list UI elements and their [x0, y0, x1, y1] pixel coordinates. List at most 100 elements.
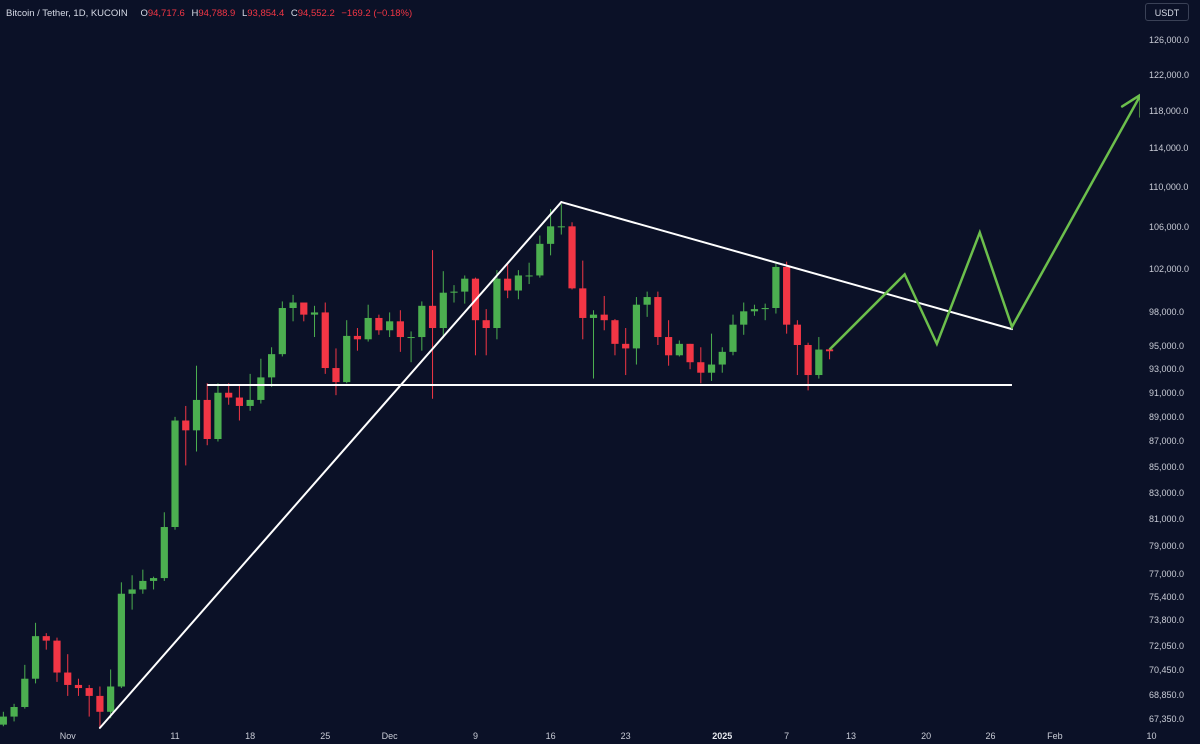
- candle-body: [546, 226, 555, 244]
- candle-body: [493, 278, 501, 329]
- chart-area[interactable]: [0, 0, 1140, 744]
- time-tick-label: 2025: [712, 731, 733, 741]
- candle-body: [611, 320, 619, 344]
- price-tick-label: 87,000.0: [1149, 436, 1185, 447]
- projection-path: [828, 94, 1140, 351]
- candle-body: [0, 716, 7, 725]
- open-value: 94,717.6: [147, 8, 185, 19]
- symbol-label: Bitcoin / Tether, 1D, KUCOIN: [6, 8, 128, 19]
- candle-body: [654, 297, 662, 338]
- time-tick-label: 7: [784, 731, 790, 741]
- candle-body: [225, 392, 233, 398]
- chart-legend: Bitcoin / Tether, 1D, KUCOIN O94,717.6 H…: [6, 8, 412, 19]
- candle-body: [85, 688, 93, 696]
- candle-body: [772, 266, 780, 309]
- candle-body: [504, 278, 512, 291]
- candle-body: [117, 593, 125, 687]
- close-label: C: [290, 8, 298, 19]
- candle-body: [182, 420, 190, 431]
- time-tick-label: 10: [1146, 731, 1157, 741]
- candle-body: [482, 320, 490, 329]
- high-value: 94,788.9: [198, 8, 236, 19]
- time-tick-label: 23: [620, 731, 631, 741]
- candle-body: [729, 324, 737, 352]
- trendline: [98, 201, 563, 729]
- price-tick-label: 126,000.0: [1149, 35, 1190, 45]
- price-tick-label: 91,000.0: [1149, 387, 1185, 398]
- time-tick-label: Nov: [59, 731, 76, 741]
- candle-body: [375, 317, 383, 331]
- candle-body: [643, 297, 651, 305]
- candle-body: [300, 302, 308, 315]
- candle-body: [192, 399, 201, 431]
- candle-body: [632, 304, 641, 349]
- price-tick-label: 73,800.0: [1149, 614, 1185, 625]
- candle-body: [289, 302, 297, 309]
- candle-body: [386, 321, 394, 331]
- candle-body: [536, 243, 544, 276]
- price-axis[interactable]: 126,000.0 122,000.0 118,000.0 114,000.0 110,…: [1140, 0, 1200, 744]
- candle-body: [31, 636, 40, 679]
- price-tick-label: 102,000.0: [1149, 264, 1190, 275]
- time-tick-label: Feb: [1047, 731, 1063, 741]
- close-value: 94,552.2: [297, 8, 335, 19]
- candle-body: [665, 337, 673, 356]
- candle-body: [10, 706, 18, 717]
- candle-body: [160, 527, 168, 579]
- candle-body: [353, 335, 362, 340]
- high-label: H: [191, 8, 199, 19]
- price-tick-label: 110,000.0: [1149, 182, 1189, 193]
- price-tick-label: 70,450.0: [1149, 665, 1185, 676]
- open-label: O: [140, 8, 148, 19]
- price-tick-label: 93,000.0: [1149, 364, 1185, 375]
- candle-body: [139, 580, 147, 590]
- candle-body: [321, 312, 329, 369]
- low-value: 93,854.4: [247, 8, 285, 19]
- change-value: −169.2 (−0.18%): [341, 8, 413, 19]
- time-tick-label: 11: [170, 731, 180, 741]
- candle-body: [42, 636, 50, 641]
- candle-body: [278, 308, 286, 355]
- candle-body: [815, 349, 823, 376]
- candle-body: [568, 226, 576, 289]
- time-tick-label: Dec: [381, 731, 398, 741]
- trendline: [560, 201, 1013, 331]
- candle-body: [439, 292, 447, 329]
- time-tick-label: 9: [472, 731, 478, 741]
- candle-body: [53, 640, 61, 673]
- candle-body: [214, 392, 222, 439]
- time-tick-label: 18: [245, 731, 256, 741]
- candle-body: [686, 343, 694, 363]
- candle-body: [783, 266, 791, 325]
- candle-body: [675, 343, 683, 356]
- candle-body: [740, 311, 748, 325]
- candle-body: [804, 344, 812, 376]
- price-tick-label: 114,000.0: [1149, 143, 1189, 154]
- price-tick-label: 77,000.0: [1149, 568, 1185, 579]
- candle-body: [128, 589, 136, 594]
- price-tick-label: 122,000.0: [1149, 69, 1190, 80]
- candle-body: [428, 305, 437, 329]
- candle-body: [235, 397, 244, 406]
- candle-body: [107, 686, 115, 712]
- price-tick-label: 106,000.0: [1149, 222, 1190, 233]
- candle-body: [461, 278, 469, 292]
- price-tick-label: 67,350.0: [1149, 714, 1185, 724]
- candle-body: [407, 337, 415, 339]
- currency-button[interactable]: USDT: [1145, 3, 1189, 21]
- candle-body: [364, 317, 372, 340]
- candlestick-chart[interactable]: [0, 0, 1140, 744]
- price-tick-label: 72,050.0: [1149, 640, 1185, 651]
- candle-body: [525, 275, 533, 277]
- price-tick-label: 98,000.0: [1149, 307, 1185, 318]
- candle-body: [825, 349, 834, 352]
- candle-body: [793, 324, 801, 345]
- candle-body: [579, 288, 587, 318]
- candle-body: [589, 314, 598, 318]
- candle-body: [149, 578, 158, 581]
- price-tick-label: 89,000.0: [1149, 411, 1185, 422]
- price-tick-label: 118,000.0: [1149, 106, 1189, 117]
- candle-body: [257, 377, 265, 400]
- candle-body: [707, 364, 716, 373]
- candle-body: [268, 354, 276, 378]
